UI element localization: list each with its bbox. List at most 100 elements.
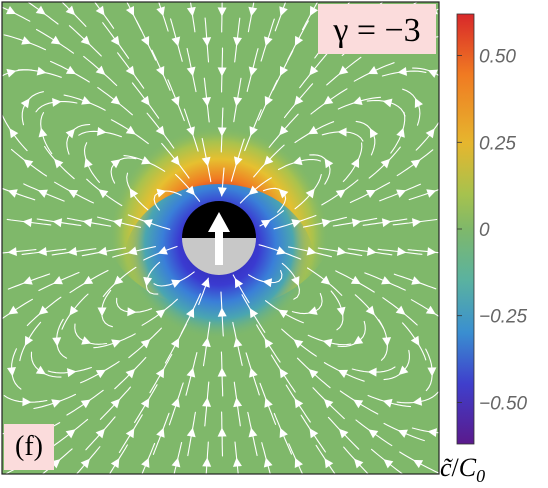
streamline-arrow-icon xyxy=(291,276,300,287)
streamline-arrow-icon xyxy=(276,246,287,255)
streamline-arrow-icon xyxy=(278,309,289,319)
streamline-arrow-icon xyxy=(425,128,435,139)
streamline-arrow-icon xyxy=(81,96,92,105)
streamline-arrow-icon xyxy=(353,399,364,409)
streamline-arrow-icon xyxy=(278,188,289,199)
streamline-arrow-icon xyxy=(65,429,76,439)
streamline-arrow-icon xyxy=(294,398,304,409)
streamline-arrow-icon xyxy=(321,218,332,228)
streamline-arrow-icon xyxy=(365,189,377,199)
streamline-arrow-icon xyxy=(97,307,107,317)
streamline-arrow-icon xyxy=(110,95,121,105)
streamline-arrow-icon xyxy=(171,36,181,47)
streamline-arrow-icon xyxy=(110,159,121,169)
streamline-arrow-icon xyxy=(185,185,195,196)
streamline-arrow-icon xyxy=(110,398,121,409)
streamline-arrow-icon xyxy=(427,428,438,438)
colorbar: 0.500.250−0.25−0.50 c̃/C0 xyxy=(440,13,528,486)
streamline-arrow-icon xyxy=(65,5,76,16)
streamline-arrow-icon xyxy=(264,36,273,47)
streamline-arrow-icon xyxy=(8,305,19,315)
streamline-arrow-icon xyxy=(143,276,153,287)
streamline xyxy=(175,173,201,202)
streamline-arrow-icon xyxy=(397,429,408,438)
streamline-arrow-icon xyxy=(309,65,319,76)
streamline-arrow-icon xyxy=(294,457,303,468)
streamline-arrow-icon xyxy=(50,35,61,45)
streamline-arrow-icon xyxy=(67,246,78,256)
streamline-arrow-icon xyxy=(52,337,62,347)
streamline-arrow-icon xyxy=(125,368,136,379)
colorbar-tick-label: −0.50 xyxy=(479,393,528,414)
streamline-arrow-icon xyxy=(202,397,212,407)
streamline-arrow-icon xyxy=(233,337,243,348)
streamline-arrow-icon xyxy=(35,365,46,375)
streamline-arrow-icon xyxy=(82,218,93,228)
streamline-arrow-icon xyxy=(292,156,303,166)
streamline-arrow-icon xyxy=(140,95,150,106)
streamline-arrow-icon xyxy=(294,35,304,46)
streamline-arrow-icon xyxy=(186,66,196,77)
streamline-arrow-icon xyxy=(279,125,289,136)
streamline-arrow-icon xyxy=(217,427,227,437)
streamline-arrow-icon xyxy=(157,246,168,255)
streamline-arrow-icon xyxy=(68,189,79,199)
streamline-arrow-icon xyxy=(125,125,136,135)
streamline-arrow-icon xyxy=(65,65,76,75)
streamline-arrow-icon xyxy=(98,189,109,199)
streamline-arrow-icon xyxy=(233,156,243,167)
streamline-arrow-icon xyxy=(156,66,165,77)
streamline-arrow-icon xyxy=(427,69,438,78)
streamline-arrow-icon xyxy=(350,275,361,285)
streamline-arrow-icon xyxy=(337,369,349,379)
streamline-arrow-icon xyxy=(410,159,421,169)
streamline-arrow-icon xyxy=(309,428,319,439)
streamline-arrow-icon xyxy=(171,457,181,468)
streamline-arrow-icon xyxy=(217,67,227,77)
colorbar-tick-label: 0.50 xyxy=(479,47,516,68)
streamline-arrow-icon xyxy=(248,185,259,195)
streamline-arrow-icon xyxy=(308,125,319,135)
streamline-arrow-icon xyxy=(249,126,258,137)
streamline-arrow-icon xyxy=(156,427,165,438)
streamline-arrow-icon xyxy=(381,276,392,285)
streamline-arrow-icon xyxy=(141,457,150,468)
streamline-arrow-icon xyxy=(22,218,33,228)
streamline-arrow-icon xyxy=(324,458,334,469)
streamline-arrow-icon xyxy=(111,339,122,348)
streamline-arrow-icon xyxy=(350,157,360,169)
panel-tag: (f) xyxy=(15,431,43,462)
streamline-arrow-icon xyxy=(425,305,436,315)
streamline-arrow-icon xyxy=(395,305,406,315)
streamline-arrow-icon xyxy=(335,189,346,199)
streamline-arrow-icon xyxy=(81,336,92,345)
streamline-arrow-icon xyxy=(427,247,437,257)
streamline-arrow-icon xyxy=(201,337,211,348)
streamline-arrow-icon xyxy=(323,398,334,409)
streamline-arrow-icon xyxy=(155,125,165,136)
streamline-arrow-icon xyxy=(382,398,393,408)
streamline-arrow-icon xyxy=(336,306,346,317)
streamline-arrow-icon xyxy=(80,399,91,409)
streamline-arrow-icon xyxy=(52,97,62,107)
streamline-arrow-icon xyxy=(35,5,46,15)
streamline-arrow-icon xyxy=(427,367,437,377)
streamline-arrow-icon xyxy=(262,278,273,288)
streamline-arrow-icon xyxy=(83,275,94,285)
streamline-arrow-icon xyxy=(38,127,48,138)
colorbar-label-c0-sub: 0 xyxy=(476,466,485,486)
streamline-arrow-icon xyxy=(234,278,244,289)
streamline-arrow-icon xyxy=(52,218,63,228)
streamline-arrow-icon xyxy=(66,368,77,378)
concentration-field xyxy=(1,1,440,475)
streamline-arrow-icon xyxy=(155,309,166,319)
streamline-arrow-icon xyxy=(338,428,349,439)
streamline-arrow-icon xyxy=(110,458,120,469)
streamline-arrow-icon xyxy=(201,277,210,288)
plot-frame xyxy=(1,1,440,475)
streamline-arrow-icon xyxy=(413,459,424,469)
streamline-arrow-icon xyxy=(65,128,76,139)
streamline-arrow-icon xyxy=(140,398,150,409)
streamline-arrow-icon xyxy=(217,307,227,317)
